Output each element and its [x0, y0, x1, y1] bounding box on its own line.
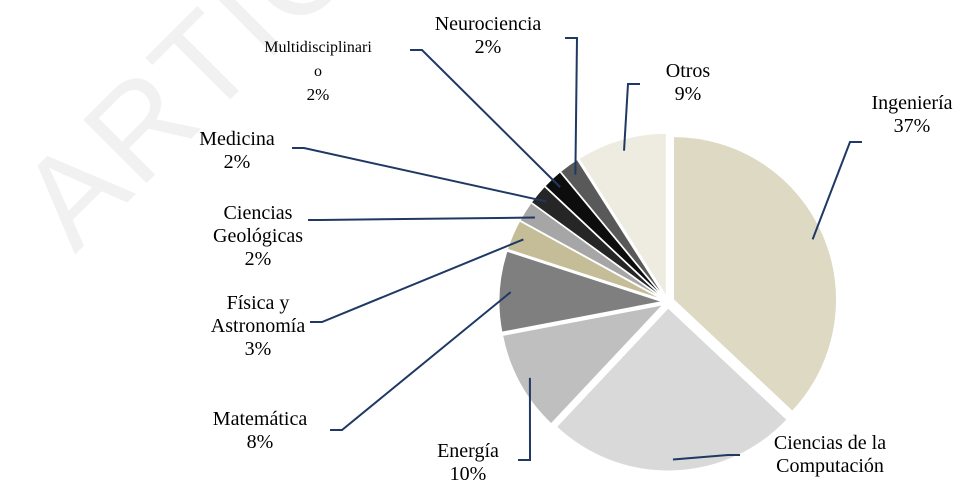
slice-label: Medicina 2%: [199, 128, 275, 174]
category-name: Neurociencia: [434, 13, 542, 35]
percent-label: 37%: [893, 115, 931, 137]
slice-label: Neurociencia 2%: [435, 13, 542, 59]
slice-label: Ciencias Geológicas 2%: [213, 202, 303, 271]
pie-slice: [506, 220, 663, 301]
percent-label: 3%: [244, 338, 272, 360]
leader-line: [310, 238, 524, 323]
pie-slice: [555, 307, 788, 472]
category-name: Otros: [665, 60, 711, 82]
leader-line: [518, 377, 532, 461]
pie-slice: [673, 136, 837, 412]
slice-label: Matemática 8%: [213, 408, 307, 454]
category-name: Multidisciplinari o: [264, 39, 372, 80]
leader-line: [672, 454, 740, 461]
category-name: Energía: [437, 440, 499, 462]
category-name: Ciencias de la Computación: [773, 432, 887, 477]
percent-label: 2%: [306, 85, 330, 104]
slice-label: Energía 10%: [437, 440, 499, 486]
percent-label: 9%: [674, 83, 702, 105]
percent-label: 10%: [449, 463, 487, 485]
leader-line: [565, 37, 579, 175]
slice-label: Multidisciplinari o 2%: [264, 35, 372, 106]
leader-line: [292, 147, 547, 203]
slice-label: Otros 9%: [666, 60, 710, 106]
category-name: Ciencias Geológicas: [213, 202, 303, 247]
slice-label: Ciencias de la Computación: [774, 432, 886, 478]
percent-label: 2%: [223, 151, 251, 173]
category-name: Matemática: [212, 408, 308, 430]
pie-slice: [530, 185, 664, 299]
leader-line: [623, 83, 640, 151]
leader-line: [410, 49, 561, 188]
pie-slice: [578, 132, 667, 298]
slice-label: Ingeniería 37%: [871, 92, 952, 138]
leader-line: [330, 291, 512, 431]
pie-slice: [502, 304, 665, 425]
percent-label: 2%: [474, 36, 502, 58]
pie-slice: [519, 202, 664, 300]
leader-line: [811, 141, 862, 240]
percent-label: 8%: [246, 431, 274, 453]
leader-line: [308, 216, 535, 221]
category-name: Física y Astronomía: [210, 292, 306, 337]
category-name: Ingeniería: [871, 92, 953, 114]
pie-slice: [559, 158, 665, 298]
slice-label: Física y Astronomía 3%: [211, 292, 305, 361]
category-name: Medicina: [199, 128, 275, 150]
percent-label: 2%: [244, 248, 272, 270]
pie-slice: [498, 250, 663, 333]
